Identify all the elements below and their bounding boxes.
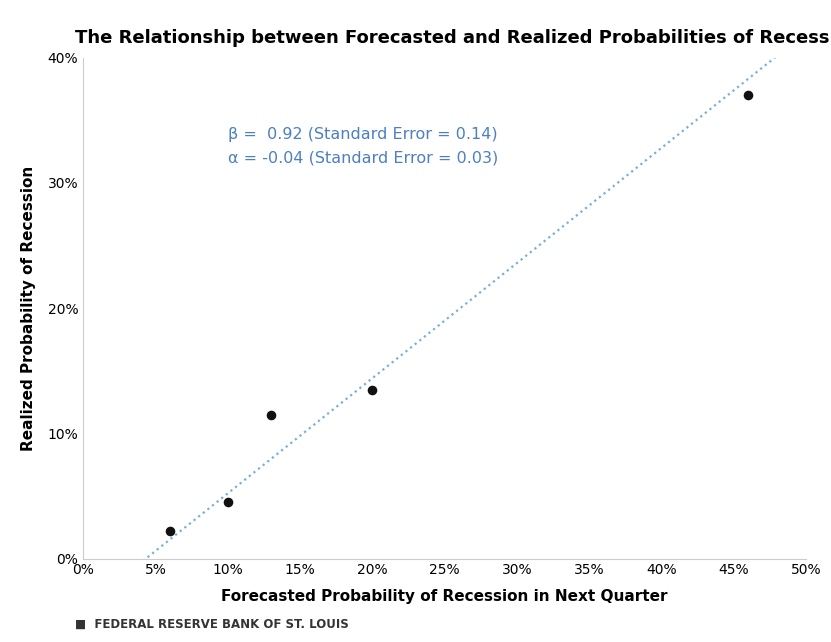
Point (366, 385, 379, 395)
Point (163, 526, 176, 536)
Point (221, 497, 234, 507)
Text: The Relationship between Forecasted and Realized Probabilities of Recession: The Relationship between Forecasted and … (75, 29, 831, 47)
Y-axis label: Realized Probability of Recession: Realized Probability of Recession (22, 166, 37, 451)
X-axis label: Forecasted Probability of Recession in Next Quarter: Forecasted Probability of Recession in N… (221, 589, 668, 603)
Text: β =  0.92 (Standard Error = 0.14)
α = -0.04 (Standard Error = 0.03): β = 0.92 (Standard Error = 0.14) α = -0.… (228, 126, 498, 165)
Point (741, 90, 755, 100)
Text: ■  FEDERAL RESERVE BANK OF ST. LOUIS: ■ FEDERAL RESERVE BANK OF ST. LOUIS (75, 618, 348, 630)
Point (264, 410, 278, 420)
